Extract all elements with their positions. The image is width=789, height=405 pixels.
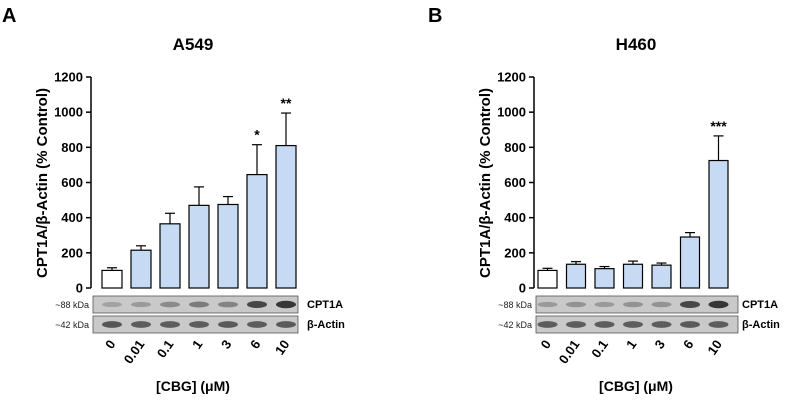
x-tick-label: 0.01 xyxy=(556,337,583,366)
y-tick-label: 800 xyxy=(504,140,526,155)
bar xyxy=(130,249,152,289)
x-tick-label: 0 xyxy=(102,337,118,352)
blot-band xyxy=(218,301,238,308)
protein-label: CPT1A xyxy=(307,299,343,311)
bar xyxy=(708,159,729,289)
blot-band xyxy=(160,321,180,328)
y-axis-label: CPT1A/β-Actin (% Control) xyxy=(34,88,51,278)
bar xyxy=(565,263,587,289)
blot-band xyxy=(623,321,643,328)
blot-band xyxy=(566,321,586,328)
blot-band xyxy=(131,301,151,308)
blot-band xyxy=(651,301,672,308)
x-tick-label: 0.1 xyxy=(588,337,611,360)
bar xyxy=(101,269,123,289)
blot-band xyxy=(708,300,729,309)
blot-band xyxy=(537,301,558,308)
bar xyxy=(217,203,239,289)
y-tick-label: 600 xyxy=(504,175,526,190)
significance-label: ** xyxy=(281,95,292,111)
blot-band xyxy=(218,321,238,328)
blot-band xyxy=(680,321,700,328)
blot-band xyxy=(247,300,267,309)
x-axis-label: [CBG] (μM) xyxy=(156,378,230,394)
blot-band xyxy=(276,300,296,309)
x-axis-label: [CBG] (μM) xyxy=(599,378,673,394)
molecular-weight-label: ~42 kDa xyxy=(55,320,89,330)
y-tick-label: 200 xyxy=(61,245,83,260)
x-tick-label: 1 xyxy=(189,337,205,352)
x-tick-label: 6 xyxy=(680,337,696,352)
bar xyxy=(537,269,558,289)
blot-band xyxy=(680,300,700,309)
y-tick-label: 800 xyxy=(61,140,83,155)
x-tick-label: 3 xyxy=(218,337,234,352)
y-axis-label: CPT1A/β-Actin (% Control) xyxy=(477,88,494,278)
y-tick-label: 1200 xyxy=(54,70,83,85)
blot-band xyxy=(131,321,151,328)
panel-letter: A xyxy=(2,5,16,27)
y-tick-label: 1000 xyxy=(54,105,83,120)
y-tick-label: 0 xyxy=(519,281,526,296)
blot-band xyxy=(594,301,615,308)
panel-letter: B xyxy=(428,5,442,27)
molecular-weight-label: ~88 kDa xyxy=(498,300,532,310)
bar xyxy=(594,268,615,289)
x-tick-label: 1 xyxy=(623,337,639,352)
x-tick-label: 0 xyxy=(538,337,554,352)
blot-band xyxy=(623,301,643,308)
plot-area: 0 200 400 600 800 1000 1200 *** ~88 kDa CPT1A ~42 … xyxy=(497,70,780,367)
blot-band xyxy=(566,301,586,308)
protein-label: β-Actin xyxy=(307,319,345,331)
blot-band xyxy=(189,321,209,328)
bar xyxy=(246,173,268,289)
bar xyxy=(679,236,701,289)
blot-band xyxy=(160,301,180,308)
significance-label: *** xyxy=(710,118,727,134)
y-tick-label: 1000 xyxy=(497,105,526,120)
molecular-weight-label: ~42 kDa xyxy=(498,320,532,330)
panel-a: A A549 CPT1A/β-Actin (% Control) [CBG] (… xyxy=(2,5,345,394)
y-tick-label: 600 xyxy=(61,175,83,190)
x-tick-label: 10 xyxy=(272,337,293,357)
bar xyxy=(275,144,297,289)
panel-b: B H460 CPT1A/β-Actin (% Control) [CBG] (… xyxy=(428,5,780,394)
bar xyxy=(188,204,210,289)
significance-label: * xyxy=(254,127,260,143)
y-tick-label: 400 xyxy=(61,210,83,225)
blot-band xyxy=(102,301,122,308)
x-tick-label: 0.1 xyxy=(154,337,177,360)
protein-label: CPT1A xyxy=(742,299,778,311)
bar xyxy=(651,264,672,289)
blot-band xyxy=(651,321,672,328)
chart-title: H460 xyxy=(616,35,657,54)
protein-label: β-Actin xyxy=(742,319,780,331)
blot-band xyxy=(247,321,267,328)
blot-band xyxy=(537,321,558,328)
blot-band xyxy=(189,301,209,308)
y-tick-label: 1200 xyxy=(497,70,526,85)
blot-band xyxy=(594,321,615,328)
molecular-weight-label: ~88 kDa xyxy=(55,300,89,310)
bar xyxy=(622,263,644,289)
x-tick-label: 0.01 xyxy=(121,337,148,366)
blot-band xyxy=(708,321,729,328)
blot-band xyxy=(102,321,122,328)
blot-band xyxy=(276,321,296,328)
x-tick-label: 6 xyxy=(247,337,263,352)
y-tick-label: 0 xyxy=(76,281,83,296)
y-tick-label: 200 xyxy=(504,245,526,260)
chart-title: A549 xyxy=(173,35,214,54)
x-tick-label: 10 xyxy=(704,337,725,357)
y-tick-label: 400 xyxy=(504,210,526,225)
x-tick-label: 3 xyxy=(652,337,668,352)
bar xyxy=(159,223,181,289)
